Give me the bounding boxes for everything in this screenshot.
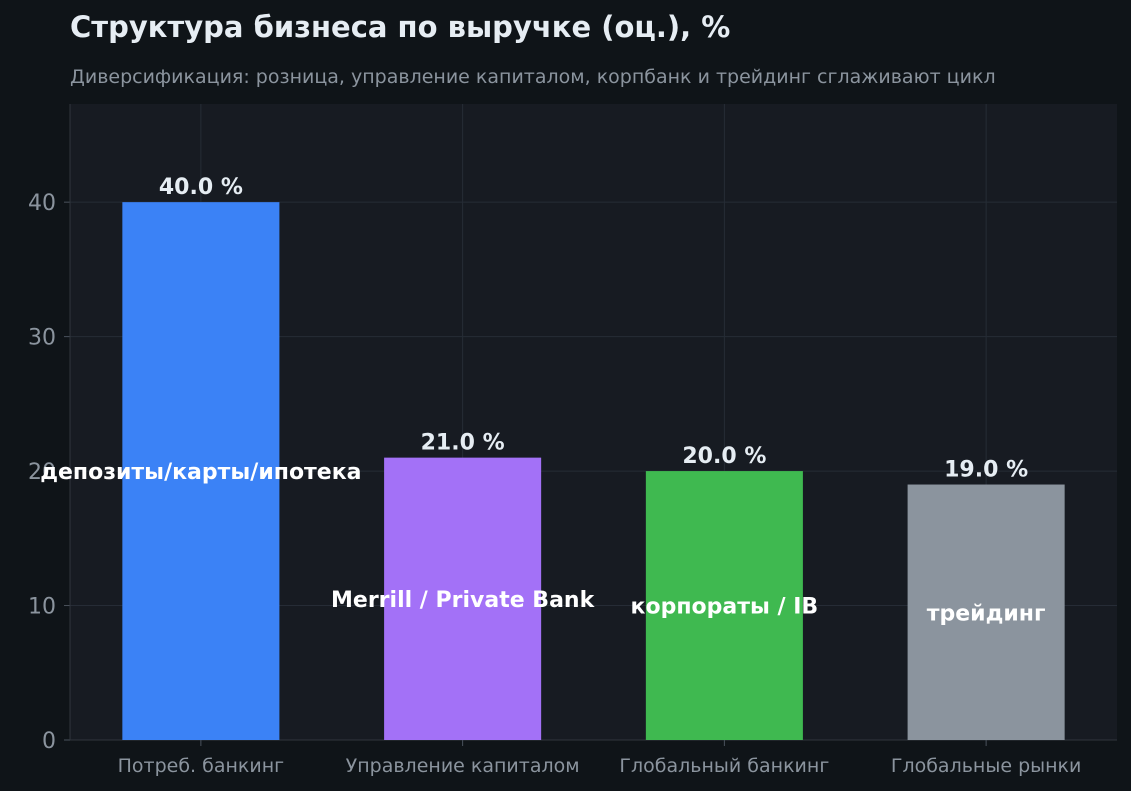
x-tick-label: Управление капиталом: [346, 755, 580, 777]
y-tick-label: 10: [28, 595, 56, 620]
value-label: 20.0 %: [682, 444, 766, 469]
value-label: 21.0 %: [421, 431, 505, 456]
bar-4: [907, 484, 1065, 740]
value-label: 40.0 %: [159, 175, 243, 200]
y-tick-label: 40: [28, 191, 56, 216]
bar-inner-label: трейдинг: [927, 601, 1046, 626]
y-tick-label: 0: [42, 729, 56, 754]
value-label: 19.0 %: [944, 458, 1028, 483]
bar-inner-label: Merrill / Private Bank: [331, 588, 596, 613]
y-tick-label: 30: [28, 326, 56, 351]
bar-1: [122, 202, 280, 741]
bar-inner-label: депозиты/карты/ипотека: [40, 460, 361, 485]
y-tick-label: 20: [28, 460, 56, 485]
x-tick-label: Глобальные рынки: [891, 755, 1082, 777]
chart-title: Структура бизнеса по выручке (оц.), %: [70, 10, 731, 44]
bar-2: [384, 457, 542, 740]
chart-subtitle: Диверсификация: розница, управление капи…: [70, 66, 996, 88]
x-tick-label: Потреб. банкинг: [118, 755, 285, 777]
bar-3: [645, 471, 803, 740]
x-tick-label: Глобальный банкинг: [619, 755, 829, 777]
bar-inner-label: корпораты / IB: [631, 595, 819, 620]
